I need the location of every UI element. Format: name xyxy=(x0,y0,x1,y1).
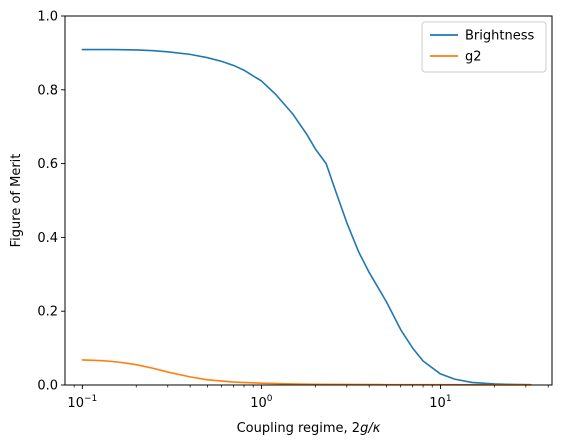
x-axis-label-math: g/κ xyxy=(360,421,381,436)
series-line-brightness xyxy=(82,50,531,385)
y-axis: 0.0 0.2 0.4 0.6 0.8 1.0 xyxy=(37,10,65,394)
legend-label-brightness: Brightness xyxy=(465,29,534,44)
x-tick-label: 100 xyxy=(250,394,273,411)
legend: Brightness g2 xyxy=(422,22,546,72)
y-tick-label: 0.2 xyxy=(37,305,58,320)
y-tick-label: 1.0 xyxy=(37,10,58,25)
x-axis-label: Coupling regime, 2g/κ xyxy=(237,421,381,436)
x-axis: 10−1 100 101 xyxy=(67,385,548,411)
y-tick-label: 0.4 xyxy=(37,231,58,246)
y-axis-label: Figure of Merit xyxy=(9,154,24,248)
y-tick-label: 0.0 xyxy=(37,379,58,394)
x-tick-label: 101 xyxy=(429,394,451,411)
x-axis-label-prefix: Coupling regime, 2 xyxy=(237,421,361,436)
series-layer xyxy=(82,50,531,385)
legend-label-g2: g2 xyxy=(465,50,482,65)
y-tick-label: 0.8 xyxy=(37,83,58,98)
x-tick-label: 10−1 xyxy=(67,394,97,411)
y-tick-label: 0.6 xyxy=(37,157,58,172)
